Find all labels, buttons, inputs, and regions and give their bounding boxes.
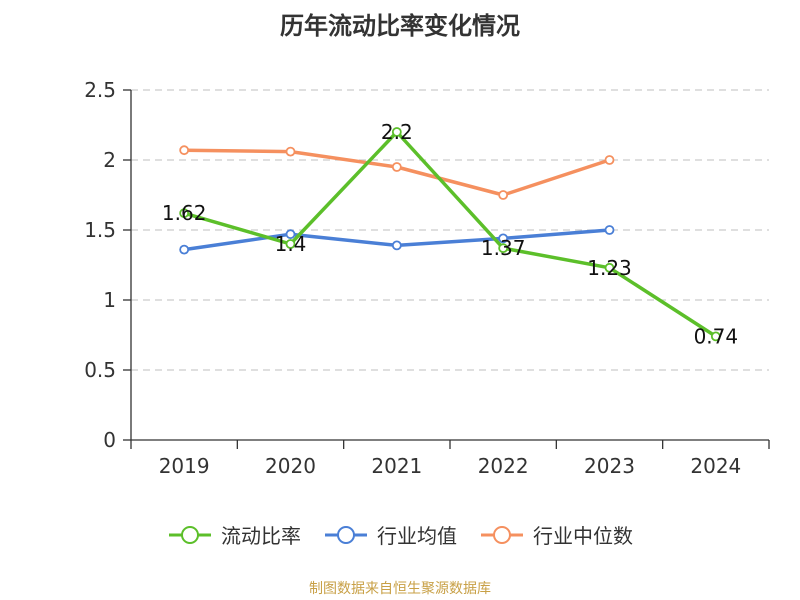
y-tick-label: 2: [103, 148, 116, 172]
x-tick-label: 2019: [159, 454, 210, 478]
y-tick-label: 1: [103, 288, 116, 312]
data-point: [179, 208, 190, 219]
data-point: [604, 155, 615, 165]
legend-item-current-ratio[interactable]: 流动比率: [167, 520, 301, 549]
y-tick-label: 2.5: [84, 78, 116, 102]
legend-marker-industry-mean: [325, 525, 367, 544]
x-tick-label: 2021: [371, 454, 422, 478]
legend-label-industry-mean: 行业均值: [377, 524, 457, 548]
data-label: 0.74: [694, 324, 739, 348]
x-tick-label: 2024: [690, 454, 741, 478]
data-label: 1.23: [587, 256, 632, 280]
data-point: [498, 233, 509, 244]
data-point: [498, 190, 509, 200]
data-label: 1.37: [481, 236, 526, 260]
data-point: [179, 244, 190, 255]
legend-item-industry-mean[interactable]: 行业均值: [323, 520, 457, 549]
data-point: [391, 162, 402, 172]
data-point: [391, 127, 402, 137]
legend-label-industry-median: 行业中位数: [533, 524, 633, 548]
series-line: [184, 148, 611, 197]
data-point: [285, 229, 296, 240]
chart-title: 历年流动比率变化情况: [280, 12, 520, 40]
y-tick-label: 0: [103, 428, 116, 452]
data-point: [498, 243, 509, 254]
legend-marker-industry-median: [481, 525, 523, 544]
data-label: 2.2: [381, 120, 413, 144]
legend: 流动比率 行业均值 行业中位数: [0, 520, 800, 549]
x-tick-label: 2022: [478, 454, 529, 478]
legend-item-industry-median[interactable]: 行业中位数: [479, 520, 633, 549]
data-point: [285, 146, 296, 157]
data-point: [285, 239, 296, 249]
data-point: [391, 240, 402, 251]
legend-label-current-ratio: 流动比率: [221, 524, 301, 548]
x-tick-label: 2023: [584, 454, 635, 478]
data-point: [179, 145, 190, 156]
data-source-note: 制图数据来自恒生聚源数据库: [309, 581, 491, 597]
data-label: 1.4: [275, 232, 307, 256]
data-point: [710, 331, 721, 342]
y-tick-label: 0.5: [84, 358, 116, 382]
series-line: [183, 130, 717, 338]
line-chart: 0 0.5 1 1.5 2 2.5 2019 2020 2021 2022 2023 2024 1.62…: [84, 78, 770, 478]
data-label: 1.62: [162, 201, 207, 225]
legend-marker-current-ratio: [169, 525, 211, 544]
data-point: [604, 225, 615, 235]
y-tick-label: 1.5: [84, 218, 116, 242]
x-tick-label: 2020: [265, 454, 316, 478]
data-point: [604, 262, 615, 273]
